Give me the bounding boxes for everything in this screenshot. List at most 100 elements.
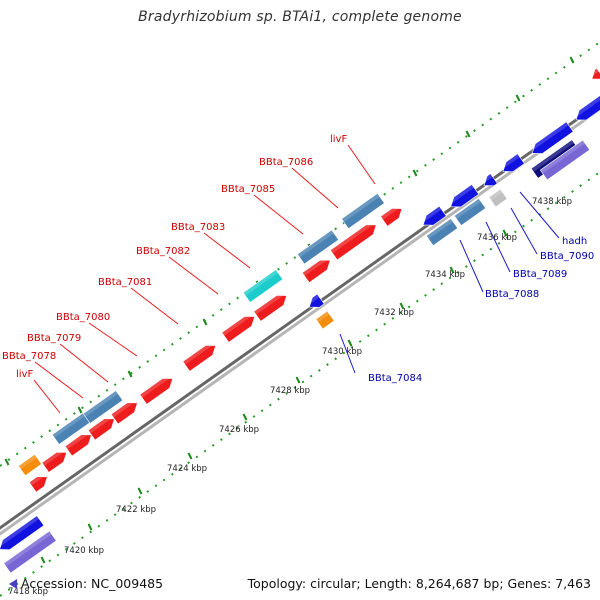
gene-lavender-shape bbox=[3, 530, 57, 574]
gene-steel bbox=[425, 218, 459, 246]
gene-label-top: BBta_7078 bbox=[2, 351, 56, 362]
tick bbox=[569, 56, 575, 64]
gene-blue bbox=[447, 184, 480, 208]
leader-line bbox=[168, 256, 219, 295]
kbp-label: 7436 kbp bbox=[477, 233, 517, 243]
tick bbox=[399, 302, 405, 310]
tick-marks bbox=[4, 56, 575, 564]
gene-blue-shape bbox=[308, 293, 325, 308]
gene-steel-highlight bbox=[341, 193, 380, 223]
kbp-label: 7420 kbp bbox=[64, 546, 104, 556]
gene-red bbox=[110, 398, 138, 425]
gene-orange-highlight bbox=[315, 311, 330, 323]
gene-red-shape bbox=[301, 259, 331, 283]
gene-blue-highlight bbox=[572, 95, 600, 119]
gene-steel bbox=[453, 198, 487, 226]
gene-steel-highlight bbox=[83, 390, 119, 417]
tick bbox=[412, 169, 418, 177]
map-title: Bradyrhizobium sp. BTAi1, complete genom… bbox=[138, 9, 462, 25]
gene-label-top: BBta_7083 bbox=[171, 222, 225, 233]
gene-label-top: BBta_7086 bbox=[259, 157, 313, 168]
tick bbox=[347, 339, 353, 347]
leader-line bbox=[459, 239, 484, 293]
tick bbox=[502, 229, 508, 237]
gene-blue-highlight bbox=[528, 121, 569, 152]
tick bbox=[202, 318, 208, 326]
gene-red-highlight bbox=[253, 290, 286, 315]
gene-grey-highlight bbox=[488, 189, 503, 201]
leader-line bbox=[519, 191, 560, 239]
backbone-line-lower bbox=[0, 107, 600, 536]
gene-label-bottom: BBta_7089 bbox=[513, 269, 567, 280]
leader-line bbox=[510, 207, 538, 255]
gene-red-highlight bbox=[88, 414, 114, 434]
gene-lavender bbox=[3, 530, 57, 574]
gene-red bbox=[253, 290, 288, 322]
leader-line bbox=[34, 361, 84, 399]
gene-red-shape bbox=[253, 295, 288, 322]
gene-red-shape bbox=[41, 451, 68, 473]
gene-blue-shape bbox=[483, 173, 498, 187]
gene-blue bbox=[528, 121, 574, 154]
gene-steel-highlight bbox=[426, 218, 454, 240]
gene-label-bottom: BBta_7090 bbox=[540, 251, 594, 262]
gene-grey-shape bbox=[488, 188, 508, 208]
gene-red-highlight bbox=[221, 311, 254, 336]
kbp-label: 7430 kbp bbox=[322, 347, 362, 357]
gene-red-shape bbox=[87, 418, 115, 441]
gene-red bbox=[221, 311, 256, 343]
tick bbox=[87, 523, 93, 531]
gene-red-highlight bbox=[139, 373, 172, 398]
gene-red bbox=[182, 340, 217, 372]
gene-red-shape bbox=[64, 434, 92, 457]
gene-red-shape bbox=[329, 224, 377, 261]
gene-label-top: BBta_7080 bbox=[56, 312, 110, 323]
kbp-label: 7432 kbp bbox=[374, 308, 414, 318]
gene-steel-highlight bbox=[297, 229, 334, 258]
gene-red-shape bbox=[221, 316, 256, 343]
gene-label-top: BBta_7079 bbox=[27, 333, 81, 344]
kbp-label: 7424 kbp bbox=[167, 464, 207, 474]
gene-orange-shape bbox=[17, 453, 43, 477]
gene-red bbox=[588, 67, 600, 80]
gene-blue-shape bbox=[531, 121, 574, 154]
gene-orange-shape bbox=[315, 310, 335, 330]
gene-orange bbox=[315, 310, 335, 330]
gene-red-highlight bbox=[330, 220, 376, 254]
gene-blue-shape bbox=[422, 205, 447, 226]
leader-line bbox=[339, 333, 356, 374]
leader-line bbox=[291, 167, 339, 209]
left-arrow-icon[interactable] bbox=[9, 579, 17, 589]
gene-label-top: BBta_7082 bbox=[136, 246, 190, 257]
gene-steel-shape bbox=[453, 198, 487, 226]
gene-red-shape bbox=[110, 402, 138, 425]
tick bbox=[242, 413, 248, 421]
accession-text: Accession: NC_009485 bbox=[9, 576, 163, 591]
gene-label-top: BBta_7081 bbox=[98, 277, 152, 288]
tick bbox=[4, 458, 10, 466]
gene-steel-shape bbox=[425, 218, 459, 246]
gene-blue-shape bbox=[0, 515, 45, 551]
gene-blue bbox=[419, 205, 447, 226]
kbp-label: 7434 kbp bbox=[425, 270, 465, 280]
genome-summary: Topology: circular; Length: 8,264,687 bp… bbox=[247, 576, 591, 591]
gene-blue bbox=[480, 173, 498, 187]
leader-line bbox=[59, 343, 109, 383]
leader-line bbox=[253, 194, 304, 235]
tick bbox=[77, 406, 83, 414]
gene-red-highlight bbox=[41, 447, 66, 466]
leader-line bbox=[347, 144, 376, 185]
gene-blue-highlight bbox=[499, 153, 520, 170]
gene-red-highlight bbox=[29, 471, 47, 486]
gene-cyan-shape bbox=[242, 269, 284, 303]
gene-steel bbox=[296, 229, 340, 265]
kbp-labels: 7418 kbp 7420 kbp 7422 kbp 7424 kbp 7426 kbp… bbox=[8, 197, 572, 597]
gene-cyan-highlight bbox=[243, 269, 279, 296]
gene-red bbox=[301, 255, 331, 283]
gene-blue bbox=[305, 293, 325, 308]
kbp-label: 7426 kbp bbox=[219, 425, 259, 435]
gene-steel-highlight bbox=[52, 411, 88, 438]
gene-lavender bbox=[539, 139, 591, 181]
gene-steel-shape bbox=[341, 192, 385, 230]
